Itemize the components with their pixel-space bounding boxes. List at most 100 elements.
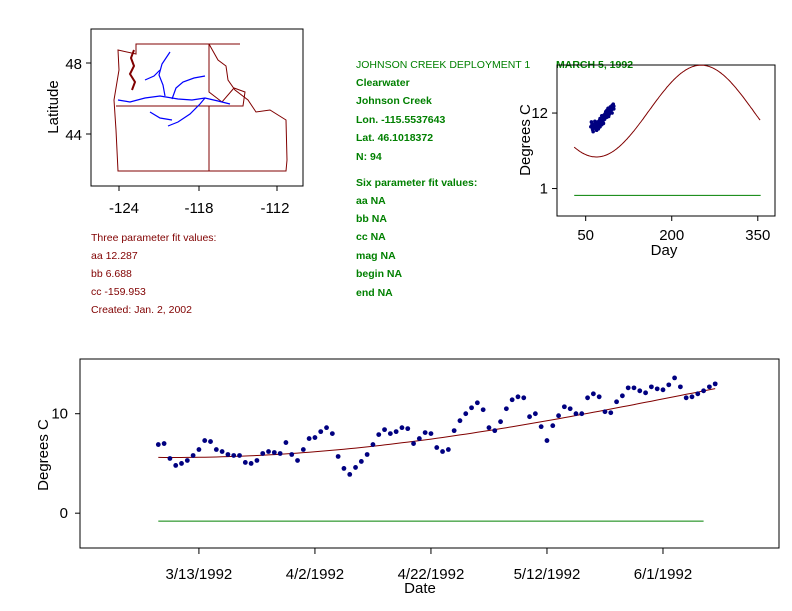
date-chart-fit-curve [158, 388, 716, 458]
date-chart-point [260, 451, 266, 456]
date-chart-point [451, 428, 457, 434]
map-x-tick-118: -118 [185, 200, 214, 217]
day-chart-point [599, 113, 604, 118]
date-chart-point [434, 445, 440, 450]
date-chart-point [509, 397, 515, 403]
date-chart-point [225, 452, 231, 457]
day-chart-point [594, 121, 599, 126]
date-chart-point [666, 382, 672, 388]
date-chart-point [295, 458, 300, 463]
date-chart-axes: 3/13/1992 4/2/1992 4/22/1992 5/12/1992 6/1/1… [51, 406, 692, 583]
date-chart-point [184, 458, 190, 463]
coastline [128, 49, 137, 91]
day-chart-y-tick-label: 1 [540, 181, 548, 198]
date-chart-point [306, 436, 312, 441]
date-chart-point [399, 425, 405, 431]
date-chart-point [474, 400, 480, 406]
six-param-begin: begin NA [356, 268, 402, 280]
date-chart-point [689, 394, 695, 400]
date-chart-point [521, 395, 527, 401]
date-chart-point [648, 384, 654, 390]
day-chart-point [606, 114, 611, 119]
date-chart-point [173, 463, 179, 468]
date-chart-point [602, 409, 608, 415]
date-chart-point [463, 411, 469, 417]
date-chart-point [242, 460, 248, 465]
date-chart-x-tick-label: 3/13/1992 [166, 566, 233, 583]
date-chart-point [237, 453, 242, 458]
three-param-aa: aa 12.287 [91, 250, 138, 262]
date-chart-point [358, 459, 364, 464]
three-param-cc: cc -159.953 [91, 286, 146, 298]
date-chart-x-tick-label: 6/1/1992 [634, 566, 692, 583]
date-chart-point [283, 440, 289, 445]
date-chart-y-tick-label: 0 [60, 505, 68, 522]
date-chart-point [341, 466, 347, 471]
day-chart-frame [556, 64, 776, 217]
date-chart-point [625, 385, 631, 391]
day-chart-point [601, 121, 606, 126]
day-chart-x-tick-label: 50 [577, 227, 594, 244]
date-chart-y-label: Degrees C [35, 419, 52, 491]
date-chart-point [329, 431, 335, 437]
date-chart-point [596, 394, 602, 400]
date-chart-point [590, 391, 596, 397]
date-chart-point [538, 424, 544, 430]
date-chart-point [556, 413, 561, 419]
station-lon: Lon. -115.5537643 [356, 114, 445, 126]
date-chart-point [202, 438, 208, 443]
map-ticks [86, 62, 278, 191]
date-chart-point [271, 450, 277, 455]
date-chart-x-tick-label: 4/2/1992 [286, 566, 344, 583]
rivers [117, 51, 231, 127]
map-y-tick-48: 48 [65, 56, 82, 73]
date-chart-point [364, 452, 370, 457]
station-stream: Johnson Creek [356, 95, 432, 107]
date-chart-point [619, 393, 625, 399]
date-chart-point [440, 449, 445, 454]
date-chart-point [503, 406, 509, 412]
created-date: Created: Jan. 2, 2002 [91, 304, 192, 316]
date-chart-point [712, 381, 718, 387]
three-param-heading: Three parameter fit values: [91, 232, 216, 244]
date-chart-point [179, 461, 184, 466]
date-chart-point [457, 418, 463, 424]
day-chart-fit-curve [573, 64, 761, 158]
three-param-block: Three parameter fit values: aa 12.287 bb… [91, 232, 216, 316]
date-chart-point [312, 435, 318, 440]
station-lat: Lat. 46.1018372 [356, 132, 433, 144]
date-chart-point [167, 456, 173, 461]
date-chart-point [248, 461, 254, 466]
date-chart-point [422, 430, 428, 436]
date-chart: 3/13/1992 4/2/1992 4/22/1992 5/12/1992 6/1/1… [35, 358, 780, 597]
deployment-title: JOHNSON CREEK DEPLOYMENT 1 [356, 59, 530, 71]
date-chart-point [643, 390, 648, 396]
date-chart-point [654, 386, 660, 392]
map-y-label: Latitude [45, 80, 62, 133]
date-chart-point [370, 442, 376, 447]
day-chart-x-tick-label: 200 [659, 227, 684, 244]
date-chart-point [318, 429, 324, 435]
station-basin: Clearwater [356, 77, 410, 89]
date-chart-point [637, 388, 643, 394]
six-param-bb: bb NA [356, 213, 387, 225]
date-chart-point [405, 426, 411, 432]
date-chart-point [498, 419, 503, 425]
date-chart-point [161, 441, 167, 446]
date-chart-point [631, 385, 637, 391]
date-chart-point [335, 454, 341, 459]
day-chart-x-tick-label: 350 [745, 227, 770, 244]
date-chart-point [544, 438, 550, 443]
day-chart-point [589, 120, 594, 124]
date-chart-point [660, 387, 666, 393]
date-chart-point [614, 399, 619, 405]
date-chart-point [550, 423, 556, 429]
day-chart-points [589, 102, 616, 134]
date-chart-point [289, 452, 295, 457]
date-chart-point [231, 453, 237, 458]
date-chart-point [208, 439, 213, 444]
date-chart-point [190, 453, 196, 458]
date-chart-point [469, 405, 474, 411]
date-chart-point [672, 375, 677, 381]
